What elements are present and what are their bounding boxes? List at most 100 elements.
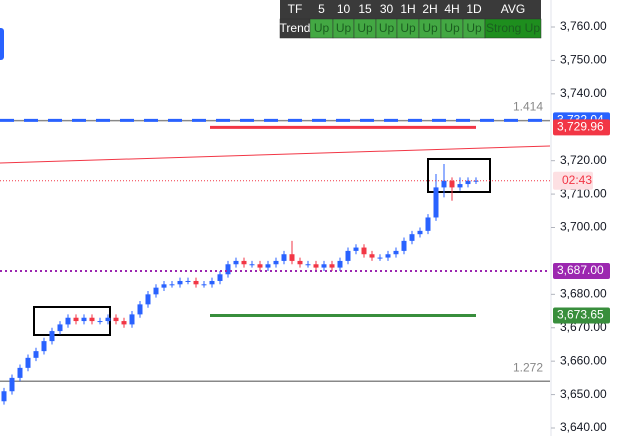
candle-body <box>121 321 127 325</box>
candle-body <box>41 341 47 352</box>
y-tick-label: 3,650.00 <box>560 387 607 401</box>
candle-body <box>321 264 327 268</box>
candle-body <box>153 287 159 295</box>
level-label: 3,687.00 <box>557 263 604 277</box>
candle-body <box>297 260 303 265</box>
countdown: 02:43 <box>562 173 592 187</box>
candle-body <box>73 317 79 322</box>
table-header: AVG <box>501 2 525 16</box>
candle-body <box>57 324 63 332</box>
candle-body <box>441 180 447 188</box>
table-header: 5 <box>318 2 325 16</box>
table-text: Up <box>422 21 438 35</box>
table-header-cell <box>333 0 354 19</box>
level-label: 3,729.96 <box>557 120 604 134</box>
table-cell <box>484 18 542 39</box>
candle-body <box>89 317 95 322</box>
candle-body <box>473 180 479 182</box>
side-tab[interactable] <box>0 28 4 60</box>
candle-body <box>385 254 391 258</box>
candle-body <box>281 254 287 261</box>
candle-body <box>129 314 135 325</box>
candle-body <box>361 247 367 255</box>
table-header-cell <box>310 0 333 19</box>
level-label: 3,673.65 <box>557 308 604 322</box>
table-header: 1D <box>466 2 482 16</box>
candle-body <box>217 274 223 281</box>
candle-body <box>345 250 351 261</box>
table-text: Up <box>400 21 416 35</box>
table-text: Up <box>379 21 395 35</box>
range-box <box>427 158 491 193</box>
candle-body <box>353 247 359 251</box>
candle-body <box>161 284 167 288</box>
table-header-cell <box>280 0 310 19</box>
y-tick-label: 3,760.00 <box>560 19 607 33</box>
table-header-cell <box>485 0 541 19</box>
level-label-bg <box>553 262 610 279</box>
candle-body <box>249 264 255 266</box>
candle-body <box>313 264 319 268</box>
candle-body <box>289 254 295 261</box>
candle-body <box>449 180 455 188</box>
fib-label: 1.414 <box>513 100 543 114</box>
candle-body <box>97 321 103 323</box>
trendline <box>0 145 551 164</box>
candle-body <box>393 250 399 255</box>
candle-body <box>457 184 463 188</box>
candle-body <box>201 284 207 286</box>
y-tick-label: 3,710.00 <box>560 186 607 200</box>
candle-body <box>1 391 7 402</box>
level-label-bg <box>553 119 610 136</box>
candle-body <box>337 260 343 268</box>
table-text: Trend <box>280 21 311 35</box>
table-header-cell <box>441 0 463 19</box>
table-header: TF <box>288 2 303 16</box>
candle-body <box>81 317 87 322</box>
y-tick-label: 3,720.00 <box>560 153 607 167</box>
table-header-cell <box>463 0 485 19</box>
candle-body <box>409 234 415 241</box>
candle-body <box>305 264 311 266</box>
candle-body <box>145 294 151 305</box>
y-tick-label: 3,750.00 <box>560 53 607 67</box>
candle-body <box>9 377 15 392</box>
candle-body <box>257 264 263 268</box>
candle-body <box>177 280 183 285</box>
candle-body <box>425 217 431 231</box>
table-text: Up <box>357 21 373 35</box>
table-text: Up <box>336 21 352 35</box>
candle-body <box>369 254 375 258</box>
candle-body <box>225 264 231 275</box>
table-text: Up <box>444 21 460 35</box>
candle-body <box>105 317 111 322</box>
candle-body <box>273 260 279 265</box>
candle-body <box>401 240 407 251</box>
table-header: 10 <box>337 2 351 16</box>
candle-body <box>265 264 271 268</box>
table-header-cell <box>376 0 397 19</box>
y-tick-label: 3,640.00 <box>560 420 607 434</box>
table-header-cell <box>419 0 441 19</box>
table-text: Up <box>314 21 330 35</box>
candle-body <box>233 260 239 265</box>
candle-body <box>49 331 55 342</box>
candle-body <box>113 317 119 322</box>
table-text: Strong Up <box>486 21 540 35</box>
candle-body <box>241 260 247 265</box>
candle-body <box>17 367 23 378</box>
candle-body <box>329 264 335 268</box>
table-header: 1H <box>400 2 415 16</box>
candle-body <box>65 317 71 325</box>
level-label-bg <box>553 307 610 324</box>
candle-body <box>25 357 31 368</box>
table-header: 15 <box>358 2 372 16</box>
table-text: Up <box>466 21 482 35</box>
y-tick-label: 3,740.00 <box>560 86 607 100</box>
table-header: 30 <box>380 2 394 16</box>
candle-body <box>377 257 383 259</box>
fib-label: 1.272 <box>513 360 543 374</box>
y-tick-label: 3,700.00 <box>560 220 607 234</box>
candle-body <box>33 351 39 358</box>
